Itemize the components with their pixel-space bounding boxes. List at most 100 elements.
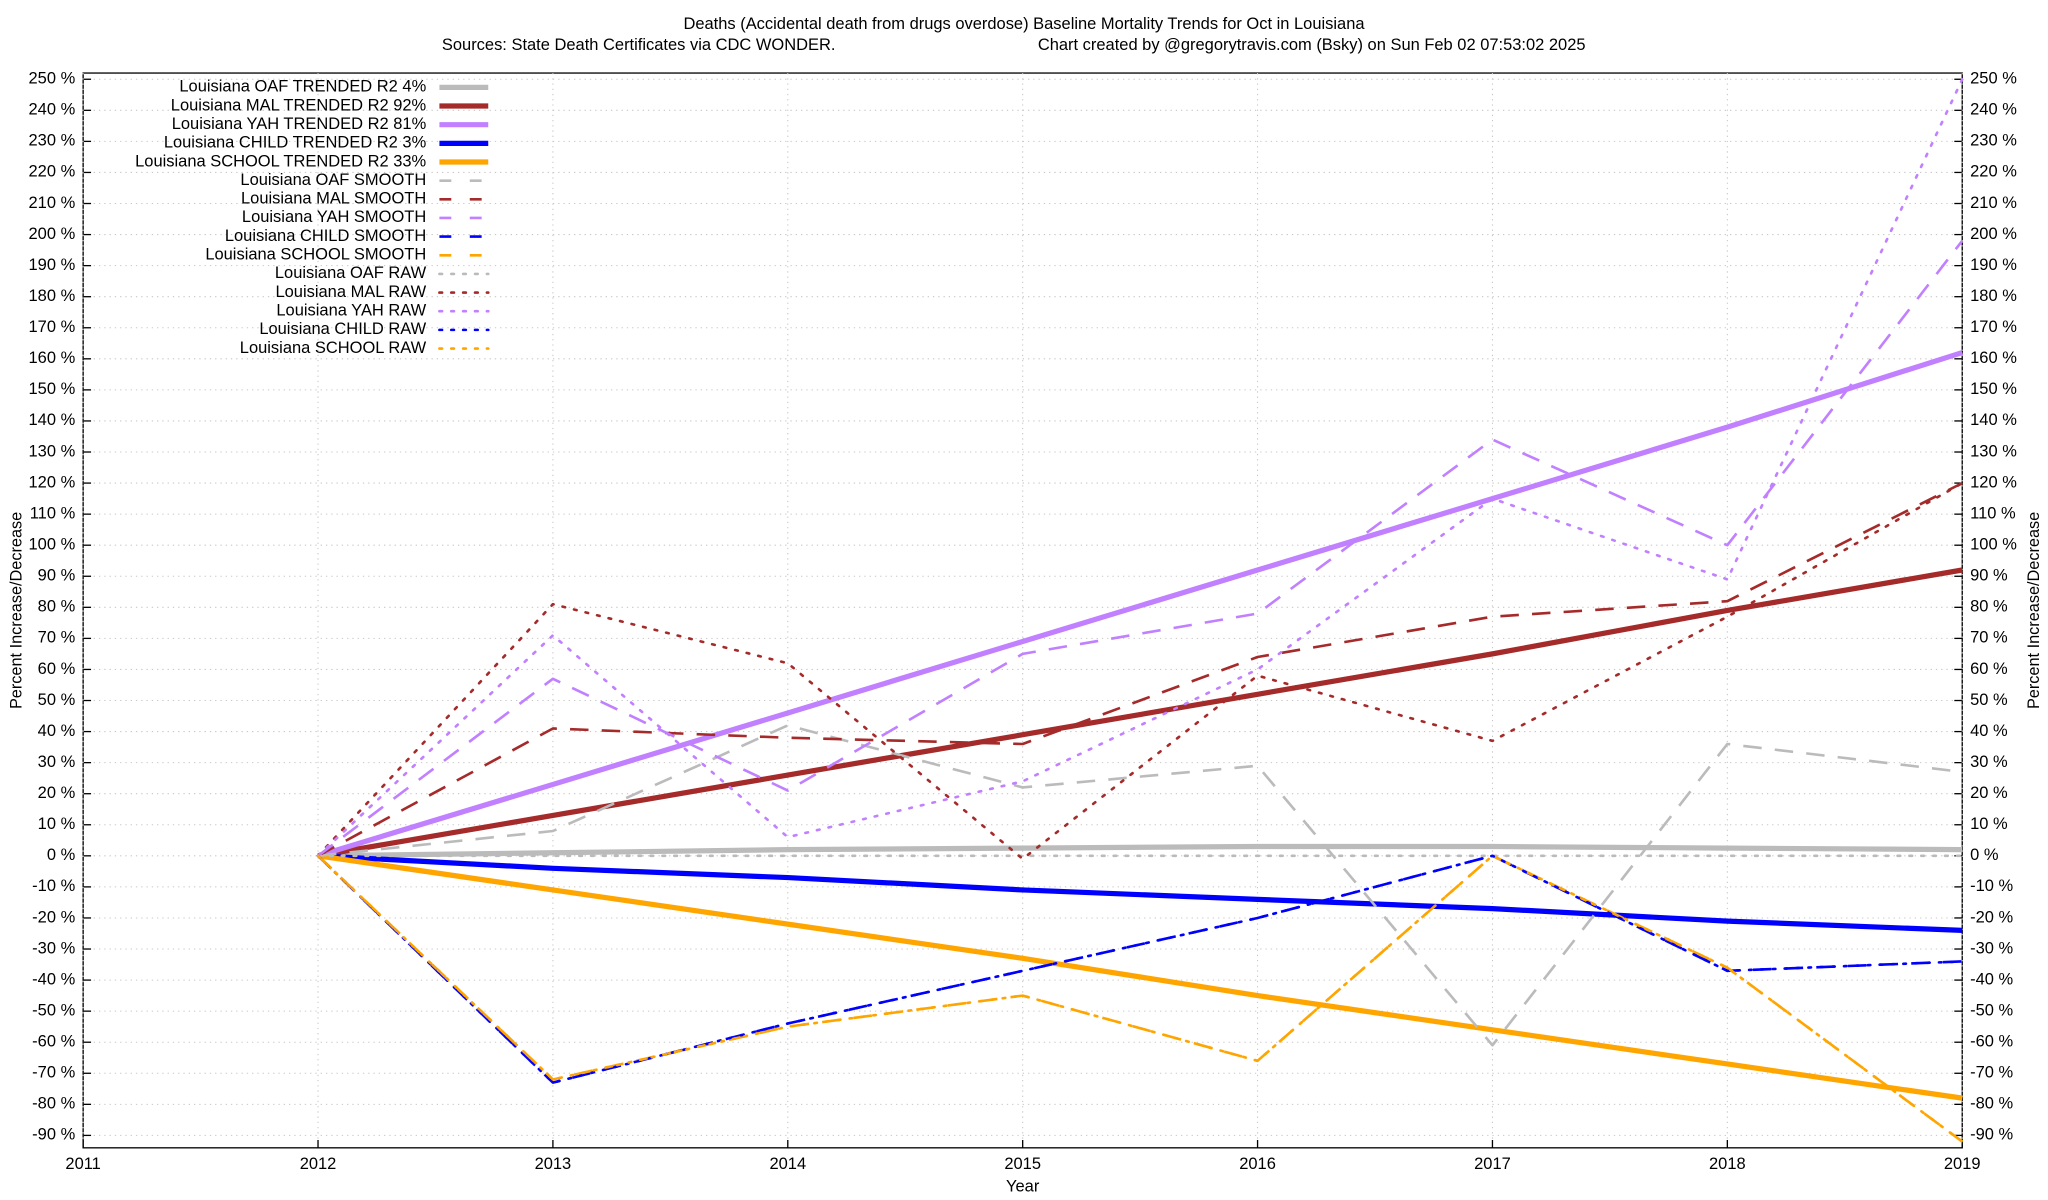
x-tick-label: 2013 [535,1155,572,1173]
y-tick-label: 90 % [38,567,76,585]
y2-tick-label: 100 % [1970,536,2017,554]
y2-tick-label: 170 % [1970,318,2017,336]
series-line [317,567,1963,859]
y2-tick-label: 240 % [1970,101,2017,119]
legend-label: Louisiana OAF TRENDED R2 4% [179,78,426,96]
y-tick-label: 150 % [29,380,76,398]
x-tick-label: 2012 [300,1155,337,1173]
series-line [316,481,1964,861]
y2-tick-label: 70 % [1970,629,2008,647]
y2-tick-label: 10 % [1970,815,2008,833]
y-tick-label: 120 % [29,473,76,491]
y2-tick-label: 190 % [1970,256,2017,274]
y-tick-label: 50 % [38,691,76,709]
series-line [317,854,1964,1143]
y-tick-label: 40 % [38,722,76,740]
y-tick-label: -90 % [32,1126,75,1144]
x-tick-label: 2015 [1004,1155,1041,1173]
legend-label: Louisiana MAL TRENDED R2 92% [171,96,426,114]
y2-tick-label: -10 % [1970,877,2013,895]
y2-tick-label: -50 % [1970,1002,2013,1020]
y2-tick-label: 60 % [1970,660,2008,678]
y2-tick-label: 140 % [1970,411,2017,429]
y2-tick-label: 30 % [1970,753,2008,771]
y2-tick-label: -20 % [1970,908,2013,926]
y2-tick-label: 210 % [1970,194,2017,212]
y-tick-label: 190 % [29,256,76,274]
y-tick-label: -30 % [32,939,75,957]
y-tick-label: 180 % [29,287,76,305]
x-tick-label: 2017 [1474,1155,1511,1173]
legend-label: Louisiana OAF RAW [275,264,427,282]
y2-tick-label: 220 % [1970,163,2017,181]
series-line [316,854,1964,1143]
y2-tick-label: 110 % [1970,505,2015,523]
y2-tick-label: 90 % [1970,567,2008,585]
y2-tick-label: 40 % [1970,722,2008,740]
series-line [317,853,1963,933]
y-tick-label: -40 % [32,970,75,988]
y-tick-label: -70 % [32,1064,75,1082]
y-tick-label: 160 % [29,349,76,367]
y-tick-label: 100 % [29,536,76,554]
series-line [317,854,1963,1084]
y-tick-label: 210 % [29,194,76,212]
x-axis-label: Year [1006,1177,1040,1195]
y2-tick-label: 130 % [1970,442,2017,460]
y-axis-label: Percent Increase/Decrease [7,512,25,709]
y-tick-label: 250 % [29,70,76,88]
y-tick-label: 170 % [29,318,76,336]
legend-label: Louisiana SCHOOL TRENDED R2 33% [135,152,426,170]
y2-tick-label: -40 % [1970,970,2013,988]
series-line [316,854,1964,1084]
legend-label: Louisiana SCHOOL RAW [240,339,427,357]
y-tick-label: -80 % [32,1095,75,1113]
y-tick-label: 230 % [29,132,76,150]
y2-tick-label: 80 % [1970,598,2008,616]
y2-tick-label: 0 % [1970,846,1998,864]
x-tick-label: 2016 [1239,1155,1276,1173]
chart-title: Deaths (Accidental death from drugs over… [683,15,1365,33]
y2-tick-label: 150 % [1970,380,2017,398]
legend-label: Louisiana YAH SMOOTH [242,208,426,226]
legend-label: Louisiana SCHOOL SMOOTH [205,246,426,264]
legend-label: Louisiana YAH TRENDED R2 81% [172,115,426,133]
y2-tick-label: -30 % [1970,939,2013,957]
series-line [317,481,1963,857]
legend-label: Louisiana MAL SMOOTH [241,190,426,208]
y2-tick-label: 120 % [1970,473,2017,491]
series-line [317,350,1964,859]
y-tick-label: 140 % [29,411,76,429]
y2-tick-label: -90 % [1970,1126,2013,1144]
y-tick-label: -10 % [32,877,75,895]
chart-credit: Chart created by @gregorytravis.com (Bsk… [1038,36,1586,54]
legend-label: Louisiana CHILD RAW [259,320,426,338]
y-tick-label: 130 % [29,442,76,460]
y2-tick-label: 50 % [1970,691,2008,709]
series-line [317,843,1963,859]
x-tick-label: 2014 [769,1155,806,1173]
y2-tick-label: 230 % [1970,132,2017,150]
legend-label: Louisiana YAH RAW [276,302,426,320]
y-tick-label: -20 % [32,908,75,926]
series-line [317,239,1964,857]
chart-subtitle: Sources: State Death Certificates via CD… [442,36,836,54]
x-tick-label: 2018 [1709,1155,1746,1173]
legend-label: Louisiana MAL RAW [275,283,426,301]
y-tick-label: -60 % [32,1033,75,1051]
y2-tick-label: -60 % [1970,1033,2013,1051]
y-tick-label: 240 % [29,101,76,119]
y-tick-label: 20 % [38,784,76,802]
x-tick-label: 2011 [65,1155,100,1173]
legend-label: Louisiana CHILD SMOOTH [225,227,426,245]
series-line [316,78,1964,858]
y2-tick-label: 160 % [1970,349,2017,367]
y2-tick-label: 200 % [1970,225,2017,243]
series-line [317,724,1963,1047]
y2-tick-label: 20 % [1970,784,2008,802]
y-tick-label: 80 % [38,598,76,616]
y2-tick-label: 250 % [1970,70,2017,88]
series-line [317,853,1963,1101]
y2-axis-label: Percent Increase/Decrease [2025,512,2043,709]
